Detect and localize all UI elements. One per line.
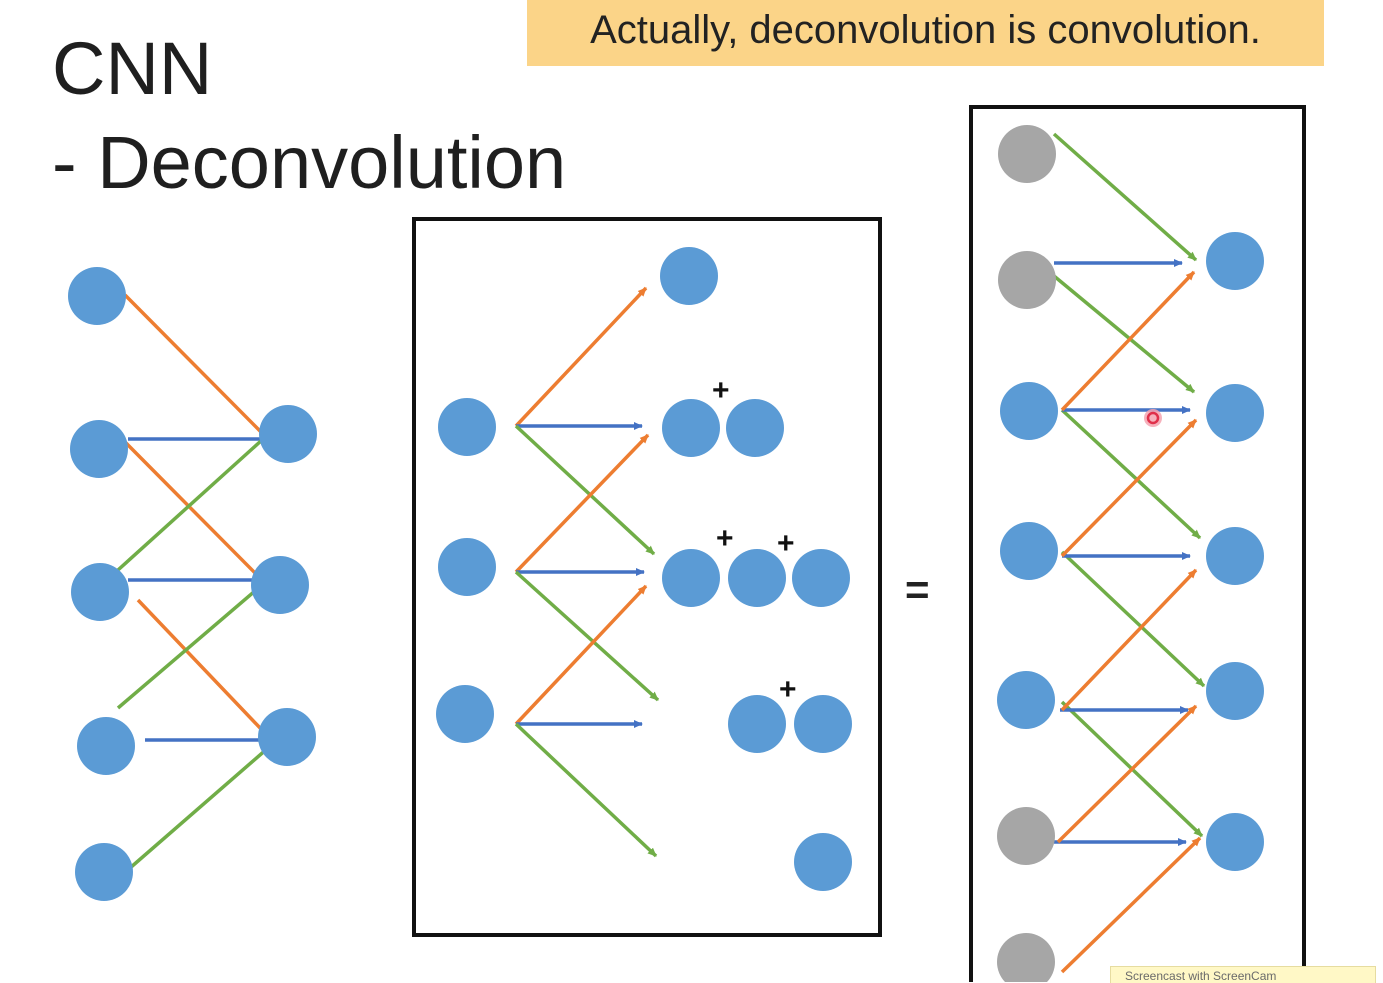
- edge-green: [116, 438, 264, 572]
- input-node: [71, 563, 129, 621]
- edge-green: [514, 424, 656, 556]
- output-node: [794, 833, 852, 891]
- cursor-marker: [1144, 409, 1162, 427]
- edge-green: [514, 570, 660, 702]
- sum-plus-sign: +: [712, 374, 730, 407]
- padding-node: [998, 251, 1056, 309]
- edge-orange: [123, 293, 264, 435]
- output-node: [662, 399, 720, 457]
- edge-orange: [514, 584, 648, 726]
- output-node: [794, 695, 852, 753]
- output-node: [660, 247, 718, 305]
- deconvolution-expanded-frame: [412, 217, 882, 937]
- input-node: [68, 267, 126, 325]
- output-node: [251, 556, 309, 614]
- edge-orange: [136, 598, 264, 732]
- slide-title: CNN - Deconvolution: [52, 22, 566, 210]
- output-node: [726, 399, 784, 457]
- input-node: [1000, 522, 1058, 580]
- edge-green: [1052, 132, 1198, 262]
- output-node: [1206, 384, 1264, 442]
- input-node: [75, 843, 133, 901]
- sum-plus-sign: +: [777, 527, 795, 560]
- output-node: [1206, 232, 1264, 290]
- output-node: [259, 405, 317, 463]
- output-node: [1206, 662, 1264, 720]
- input-node: [1000, 382, 1058, 440]
- input-node: [77, 717, 135, 775]
- output-node: [792, 549, 850, 607]
- deconvolution-expanded-edges: [514, 286, 660, 858]
- edge-orange: [514, 286, 648, 428]
- edge-green: [128, 746, 270, 870]
- deconvolution-as-convolution-frame: [969, 105, 1306, 982]
- equals-sign: =: [905, 566, 930, 613]
- edge-orange: [1060, 270, 1196, 412]
- deconvolution-as-convolution-edges: [1052, 132, 1206, 974]
- padding-node: [997, 933, 1055, 982]
- edge-green: [1060, 408, 1202, 540]
- input-node: [438, 538, 496, 596]
- deconvolution-as-convolution-nodes: [997, 125, 1264, 982]
- edge-green: [1052, 274, 1196, 394]
- convolution-nodes: [68, 267, 317, 901]
- output-node: [1206, 813, 1264, 871]
- watermark: Screencast with ScreenCam: [1110, 966, 1376, 983]
- output-node: [1206, 527, 1264, 585]
- deconvolution-expanded-nodes: [436, 247, 852, 891]
- edge-green: [116, 583, 264, 710]
- edge-orange: [1060, 568, 1198, 712]
- output-node: [728, 695, 786, 753]
- convolution-panel: [116, 293, 270, 870]
- edge-orange: [1060, 418, 1198, 558]
- input-node: [70, 420, 128, 478]
- output-node: [662, 549, 720, 607]
- input-node: [436, 685, 494, 743]
- padding-node: [998, 125, 1056, 183]
- sum-plus-sign: +: [716, 522, 734, 555]
- callout-banner: Actually, deconvolution is convolution.: [527, 0, 1324, 66]
- edge-orange: [514, 433, 650, 574]
- padding-node: [997, 807, 1055, 865]
- edge-orange: [1056, 704, 1198, 844]
- edge-green: [514, 722, 658, 858]
- edge-green: [1060, 550, 1206, 688]
- output-node: [728, 549, 786, 607]
- input-node: [438, 398, 496, 456]
- sum-plus-sign: +: [779, 673, 797, 706]
- output-node: [258, 708, 316, 766]
- title-line-2: - Deconvolution: [52, 121, 567, 204]
- edge-orange: [1060, 836, 1202, 974]
- edge-orange: [123, 440, 264, 582]
- title-line-1: CNN: [52, 27, 213, 110]
- input-node: [997, 671, 1055, 729]
